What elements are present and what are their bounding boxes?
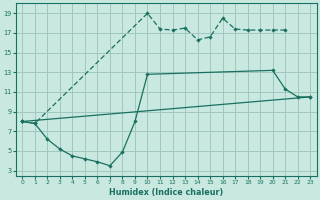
X-axis label: Humidex (Indice chaleur): Humidex (Indice chaleur): [109, 188, 223, 197]
